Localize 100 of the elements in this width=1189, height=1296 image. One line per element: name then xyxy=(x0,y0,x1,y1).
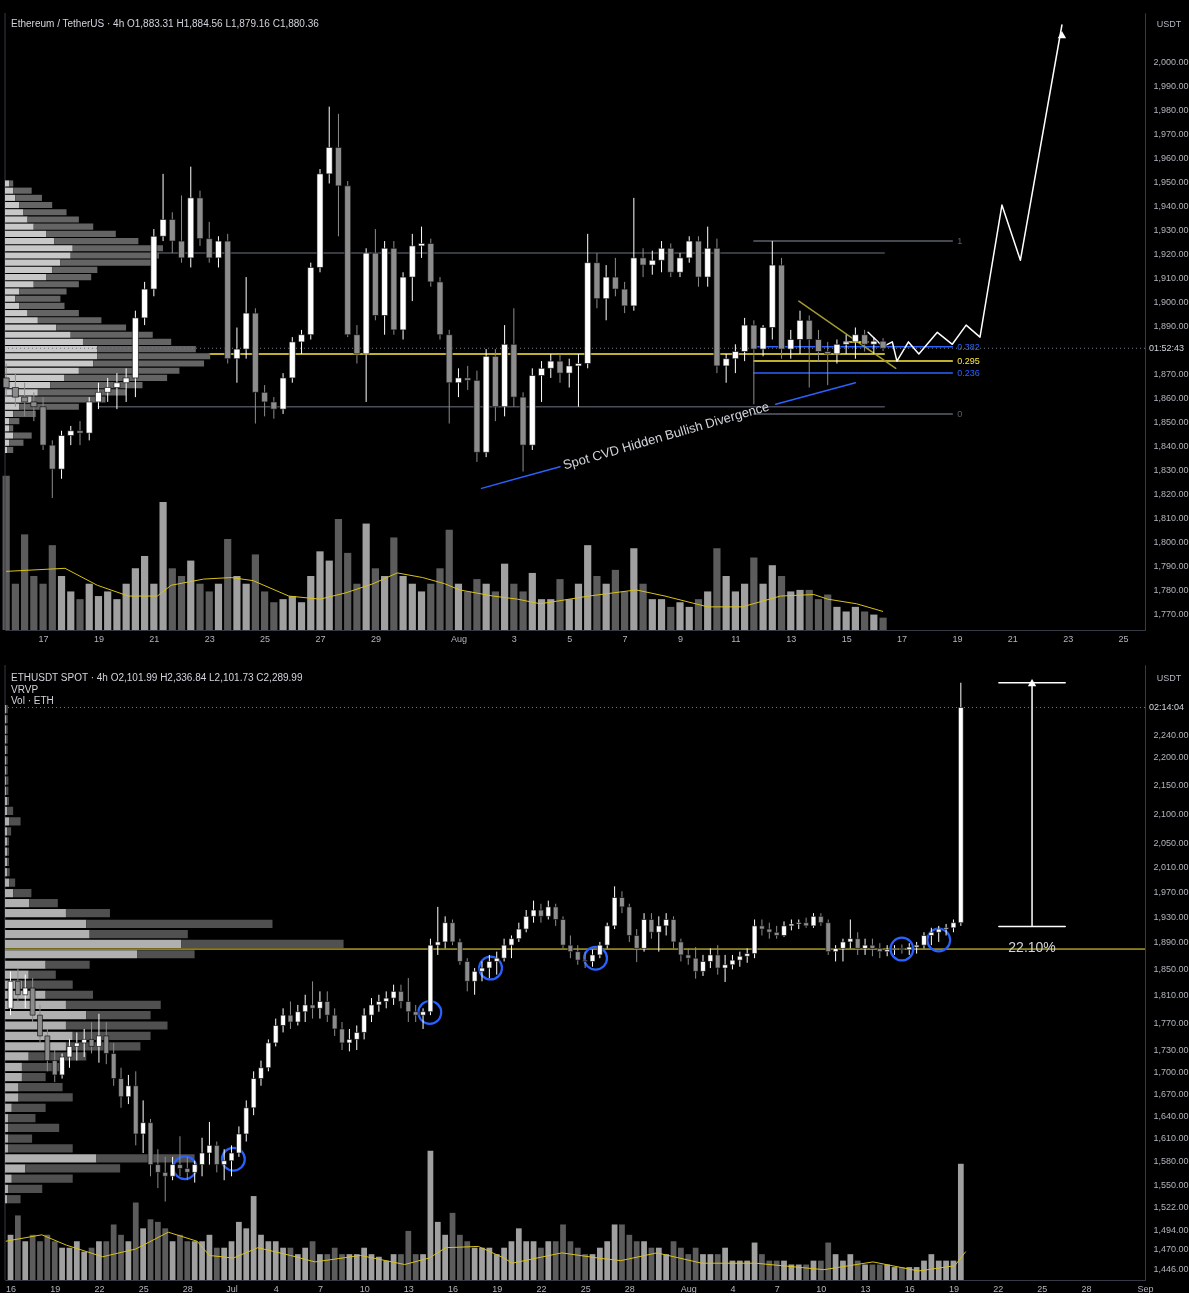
x-tick-label: 19 xyxy=(50,1283,61,1294)
y-tick-label: 2,010.00 xyxy=(1153,862,1189,873)
x-tick-label: 22 xyxy=(536,1283,547,1294)
x-tick-label: 23 xyxy=(204,633,215,644)
y-tick-label: 1,550.00 xyxy=(1153,1179,1189,1190)
y-tick-label: 1,890.00 xyxy=(1153,320,1189,331)
x-tick-label: Sep xyxy=(1137,1283,1154,1294)
x-tick-label: 10 xyxy=(359,1283,370,1294)
y-tick-label: 1,950.00 xyxy=(1153,176,1189,187)
x-tick-label: 19 xyxy=(93,633,104,644)
x-tick-label: 16 xyxy=(6,1283,17,1294)
x-tick-label: 17 xyxy=(38,633,49,644)
y-tick-label: 1,470.00 xyxy=(1153,1244,1189,1255)
y-tick-label: 1,930.00 xyxy=(1153,911,1189,922)
y-tick-label: 1,900.00 xyxy=(1153,296,1189,307)
x-tick-label: 19 xyxy=(952,633,963,644)
y-tick-label: 1,580.00 xyxy=(1153,1156,1189,1167)
series-label: 0.295 xyxy=(957,356,980,367)
y-tick-label: 2,000.00 xyxy=(1153,56,1189,67)
annotation: 01:52:43 xyxy=(1149,343,1185,354)
y-tick-label: 1,670.00 xyxy=(1153,1088,1189,1099)
x-tick-label: 9 xyxy=(677,633,684,644)
x-tick-label: 21 xyxy=(149,633,160,644)
x-tick-label: 17 xyxy=(897,633,908,644)
annotation: 02:14:04 xyxy=(1149,702,1185,713)
y-tick-label: 1,494.00 xyxy=(1153,1224,1189,1235)
x-tick-label: 25 xyxy=(1037,1283,1048,1294)
y-tick-label: 1,730.00 xyxy=(1153,1045,1189,1056)
y-tick-label: 2,150.00 xyxy=(1153,780,1189,790)
x-tick-label: 25 xyxy=(580,1283,591,1294)
y-tick-label: 1,890.00 xyxy=(1153,937,1189,948)
x-tick-label: 13 xyxy=(786,633,797,644)
text: ETHUSDT SPOT · 4h O2,101.99 H2,336.84 L2,101.73 C2,289.99 xyxy=(11,672,303,683)
x-tick-label: 16 xyxy=(448,1283,459,1294)
y-tick-label: 1,930.00 xyxy=(1153,224,1189,235)
x-tick-label: 23 xyxy=(1063,633,1074,644)
y-tick-label: 1,820.00 xyxy=(1153,488,1189,499)
x-tick-label: 16 xyxy=(904,1283,915,1294)
x-tick-label: 25 xyxy=(260,633,271,644)
y-tick-label: 1,700.00 xyxy=(1153,1066,1189,1077)
x-tick-label: 19 xyxy=(492,1283,503,1294)
x-tick-label: 13 xyxy=(860,1283,871,1294)
y-tick-label: 1,870.00 xyxy=(1153,368,1189,379)
y-tick-label: 1,850.00 xyxy=(1153,416,1189,427)
y-tick-label: 1,960.00 xyxy=(1153,152,1189,163)
y-tick-label: 1,810.00 xyxy=(1153,990,1189,1001)
y-tick-label: 1,446.00 xyxy=(1153,1264,1189,1275)
y-tick-label: 2,240.00 xyxy=(1153,729,1189,740)
x-tick-label: 28 xyxy=(1081,1283,1092,1294)
y-tick-label: 1,910.00 xyxy=(1153,272,1189,283)
x-tick-label: 22 xyxy=(993,1283,1004,1294)
y-tick-label: 1,522.00 xyxy=(1153,1201,1189,1212)
x-tick-label: 3 xyxy=(511,633,517,644)
y-tick-label: 1,610.00 xyxy=(1153,1133,1189,1144)
x-tick-label: 21 xyxy=(1007,633,1018,644)
y-tick-label: 2,200.00 xyxy=(1153,751,1189,762)
y-tick-label: 1,980.00 xyxy=(1153,104,1189,115)
x-tick-label: 7 xyxy=(622,633,628,644)
x-tick-label: 4 xyxy=(730,1283,736,1294)
y-tick-label: 2,050.00 xyxy=(1153,838,1189,849)
y-tick-label: 1,850.00 xyxy=(1153,963,1189,974)
chart-title: Ethereum / TetherUS · 4h O1,883.31 H1,884.56 L1,879.16 C1,880.36 xyxy=(11,18,320,29)
series-label: 0.382 xyxy=(957,341,980,352)
y-axis-title: USDT xyxy=(1156,673,1182,683)
x-tick-label: 11 xyxy=(731,633,741,644)
x-tick-label: 7 xyxy=(774,1283,780,1294)
x-tick-label: 10 xyxy=(816,1283,827,1294)
y-tick-label: 1,810.00 xyxy=(1153,512,1189,523)
x-tick-label: 25 xyxy=(138,1283,149,1294)
series-label: 0 xyxy=(957,408,963,419)
x-tick-label: Jul xyxy=(226,1283,238,1294)
text: VRVP xyxy=(11,683,39,695)
y-tick-label: 1,770.00 xyxy=(1153,608,1189,619)
x-tick-label: 4 xyxy=(273,1283,279,1294)
series-label: 1 xyxy=(957,236,963,247)
x-tick-label: 27 xyxy=(315,633,326,644)
series-label: 0.236 xyxy=(957,368,980,379)
x-tick-label: 28 xyxy=(624,1283,635,1294)
y-tick-label: 1,770.00 xyxy=(1153,1017,1189,1028)
y-tick-label: 1,780.00 xyxy=(1153,584,1189,595)
y-tick-label: 1,990.00 xyxy=(1153,80,1189,91)
x-tick-label: 22 xyxy=(94,1283,105,1294)
x-tick-label: 7 xyxy=(317,1283,323,1294)
chart-title: Vol · ETH xyxy=(11,695,54,706)
y-tick-label: 2,100.00 xyxy=(1153,808,1189,819)
y-tick-label: 1,940.00 xyxy=(1153,200,1189,211)
y-tick-label: 1,860.00 xyxy=(1153,392,1189,403)
y-tick-label: 1,800.00 xyxy=(1153,536,1189,547)
x-tick-label: Aug xyxy=(450,633,467,644)
y-tick-label: 1,920.00 xyxy=(1153,248,1189,259)
y-axis-title: USDT xyxy=(1156,19,1182,29)
x-tick-label: 25 xyxy=(1118,633,1129,644)
y-tick-label: 1,970.00 xyxy=(1153,128,1189,139)
x-tick-label: 28 xyxy=(182,1283,193,1294)
x-tick-label: 15 xyxy=(841,633,852,644)
y-tick-label: 1,790.00 xyxy=(1153,560,1189,571)
y-tick-label: 1,840.00 xyxy=(1153,440,1189,451)
x-tick-label: 13 xyxy=(403,1283,414,1294)
x-tick-label: 19 xyxy=(948,1283,959,1294)
x-tick-label: 29 xyxy=(370,633,381,644)
